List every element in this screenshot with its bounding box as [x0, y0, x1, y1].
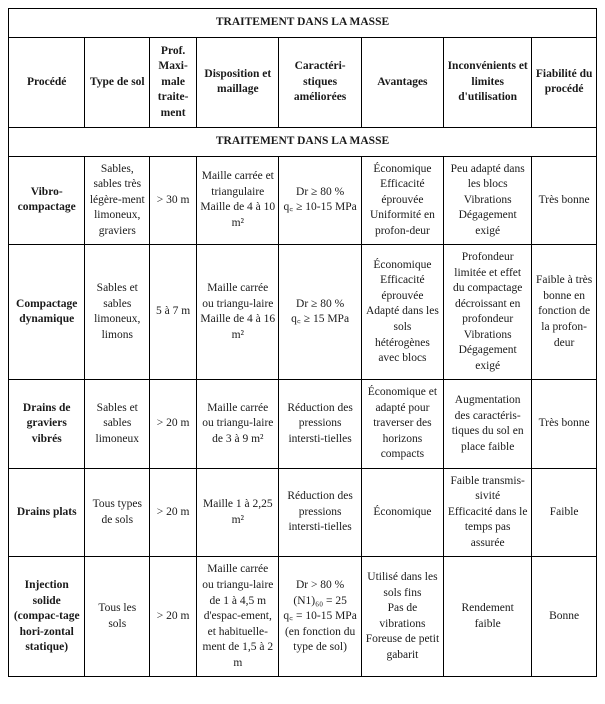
cell-type: Tous les sols — [85, 557, 150, 677]
cell-prof: > 20 m — [150, 468, 197, 557]
text: Dégagement exigé — [447, 343, 528, 374]
cell-prof: 5 à 7 m — [150, 245, 197, 380]
text: Dr ≥ 80 % — [282, 185, 357, 201]
cell-procede: Drains de graviers vibrés — [9, 380, 85, 469]
cell-avantages: Économique Efficacité éprouvée Adapté da… — [361, 245, 443, 380]
text: q꜀ ≥ 15 MPa — [282, 312, 357, 328]
cell-inconv: Profondeur limitée et effet du compactag… — [444, 245, 532, 380]
text: Efficacité dans le temps pas assurée — [447, 505, 528, 552]
cell-disposition: Maille carrée ou triangu-laire de 1 à 4,… — [197, 557, 279, 677]
table-row: Drains plats Tous types de sols > 20 m M… — [9, 468, 597, 557]
table-row: Drains de graviers vibrés Sables et sabl… — [9, 380, 597, 469]
text: Maille carrée ou triangu-laire — [200, 401, 275, 432]
table-title: TRAITEMENT DANS LA MASSE — [9, 9, 597, 38]
col-header-inconv: Inconvénients et limites d'utilisation — [444, 37, 532, 128]
text: q꜀ = 10-15 MPa — [282, 609, 357, 625]
cell-avantages: Économique et adapté pour traverser des … — [361, 380, 443, 469]
text: Maille carrée ou triangu-laire — [200, 281, 275, 312]
cell-prof: > 30 m — [150, 156, 197, 245]
cell-type: Sables et sables limoneux, limons — [85, 245, 150, 380]
cell-carac: Dr ≥ 80 % q꜀ ≥ 10-15 MPa — [279, 156, 361, 245]
text: Maille carrée et triangulaire — [200, 169, 275, 200]
text: Vibrations — [447, 193, 528, 209]
text: Maille de 4 à 16 m² — [200, 312, 275, 343]
cell-procede: Drains plats — [9, 468, 85, 557]
table-row: Vibro-compactage Sables, sables très lég… — [9, 156, 597, 245]
text: (en fonction du type de sol) — [282, 625, 357, 656]
col-header-prof: Prof. Maxi-male traite-ment — [150, 37, 197, 128]
cell-disposition: Maille 1 à 2,25 m² — [197, 468, 279, 557]
text: Économique — [365, 258, 440, 274]
text: Uniformité en profon-deur — [365, 208, 440, 239]
cell-avantages: Utilisé dans les sols fins Pas de vibrat… — [361, 557, 443, 677]
cell-type: Sables et sables limoneux — [85, 380, 150, 469]
cell-fiab: Faible à très bonne en fonction de la pr… — [532, 245, 597, 380]
cell-inconv: Faible transmis-sivité Efficacité dans l… — [444, 468, 532, 557]
text: Peu adapté dans les blocs — [447, 162, 528, 193]
cell-carac: Réduction des pressions intersti-tielles — [279, 380, 361, 469]
text: Dr > 80 % — [282, 578, 357, 594]
col-header-fiab: Fiabilité du procédé — [532, 37, 597, 128]
text: Pas de vibrations — [365, 601, 440, 632]
col-header-avantages: Avantages — [361, 37, 443, 128]
text: Utilisé dans les sols fins — [365, 570, 440, 601]
table-title-row: TRAITEMENT DANS LA MASSE — [9, 9, 597, 38]
cell-procede: Compactage dynamique — [9, 245, 85, 380]
text: Efficacité éprouvée — [365, 177, 440, 208]
cell-disposition: Maille carrée ou triangu-laire Maille de… — [197, 245, 279, 380]
text: q꜀ ≥ 10-15 MPa — [282, 200, 357, 216]
cell-fiab: Faible — [532, 468, 597, 557]
cell-fiab: Très bonne — [532, 380, 597, 469]
cell-prof: > 20 m — [150, 380, 197, 469]
cell-disposition: Maille carrée ou triangu-laire de 3 à 9 … — [197, 380, 279, 469]
col-header-procede: Procédé — [9, 37, 85, 128]
text: Efficacité éprouvée — [365, 273, 440, 304]
cell-fiab: Bonne — [532, 557, 597, 677]
cell-type: Sables, sables très légère-ment limoneux… — [85, 156, 150, 245]
cell-carac: Réduction des pressions intersti-tielles — [279, 468, 361, 557]
section-title: TRAITEMENT DANS LA MASSE — [9, 128, 597, 157]
col-header-type: Type de sol — [85, 37, 150, 128]
text: Profondeur limitée et effet du compactag… — [447, 250, 528, 328]
table-header-row: Procédé Type de sol Prof. Maxi-male trai… — [9, 37, 597, 128]
text: Vibrations — [447, 328, 528, 344]
table-row: Compactage dynamique Sables et sables li… — [9, 245, 597, 380]
cell-avantages: Économique — [361, 468, 443, 557]
text: Économique — [365, 162, 440, 178]
text: Maille de 4 à 10 m² — [200, 200, 275, 231]
treatment-table: TRAITEMENT DANS LA MASSE Procédé Type de… — [8, 8, 597, 677]
text: Adapté dans les sols hétérogènes avec bl… — [365, 304, 440, 366]
cell-prof: > 20 m — [150, 557, 197, 677]
cell-disposition: Maille carrée et triangulaire Maille de … — [197, 156, 279, 245]
col-header-carac: Caractéri-stiques améliorées — [279, 37, 361, 128]
text: Faible transmis-sivité — [447, 474, 528, 505]
cell-carac: Dr ≥ 80 % q꜀ ≥ 15 MPa — [279, 245, 361, 380]
cell-inconv: Augmentation des caractéris-tiques du so… — [444, 380, 532, 469]
cell-type: Tous types de sols — [85, 468, 150, 557]
text: Foreuse de petit gabarit — [365, 632, 440, 663]
cell-procede: Injection solide (compac-tage hori-zonta… — [9, 557, 85, 677]
cell-fiab: Très bonne — [532, 156, 597, 245]
text: de 3 à 9 m² — [200, 432, 275, 448]
table-row: Injection solide (compac-tage hori-zonta… — [9, 557, 597, 677]
section-title-row: TRAITEMENT DANS LA MASSE — [9, 128, 597, 157]
text: Dégagement exigé — [447, 208, 528, 239]
cell-inconv: Peu adapté dans les blocs Vibrations Dég… — [444, 156, 532, 245]
cell-carac: Dr > 80 % (N1)₆₀ = 25 q꜀ = 10-15 MPa (en… — [279, 557, 361, 677]
cell-procede: Vibro-compactage — [9, 156, 85, 245]
text: Dr ≥ 80 % — [282, 297, 357, 313]
col-header-disposition: Disposition et maillage — [197, 37, 279, 128]
text: (N1)₆₀ = 25 — [282, 594, 357, 610]
cell-inconv: Rendement faible — [444, 557, 532, 677]
cell-avantages: Économique Efficacité éprouvée Uniformit… — [361, 156, 443, 245]
